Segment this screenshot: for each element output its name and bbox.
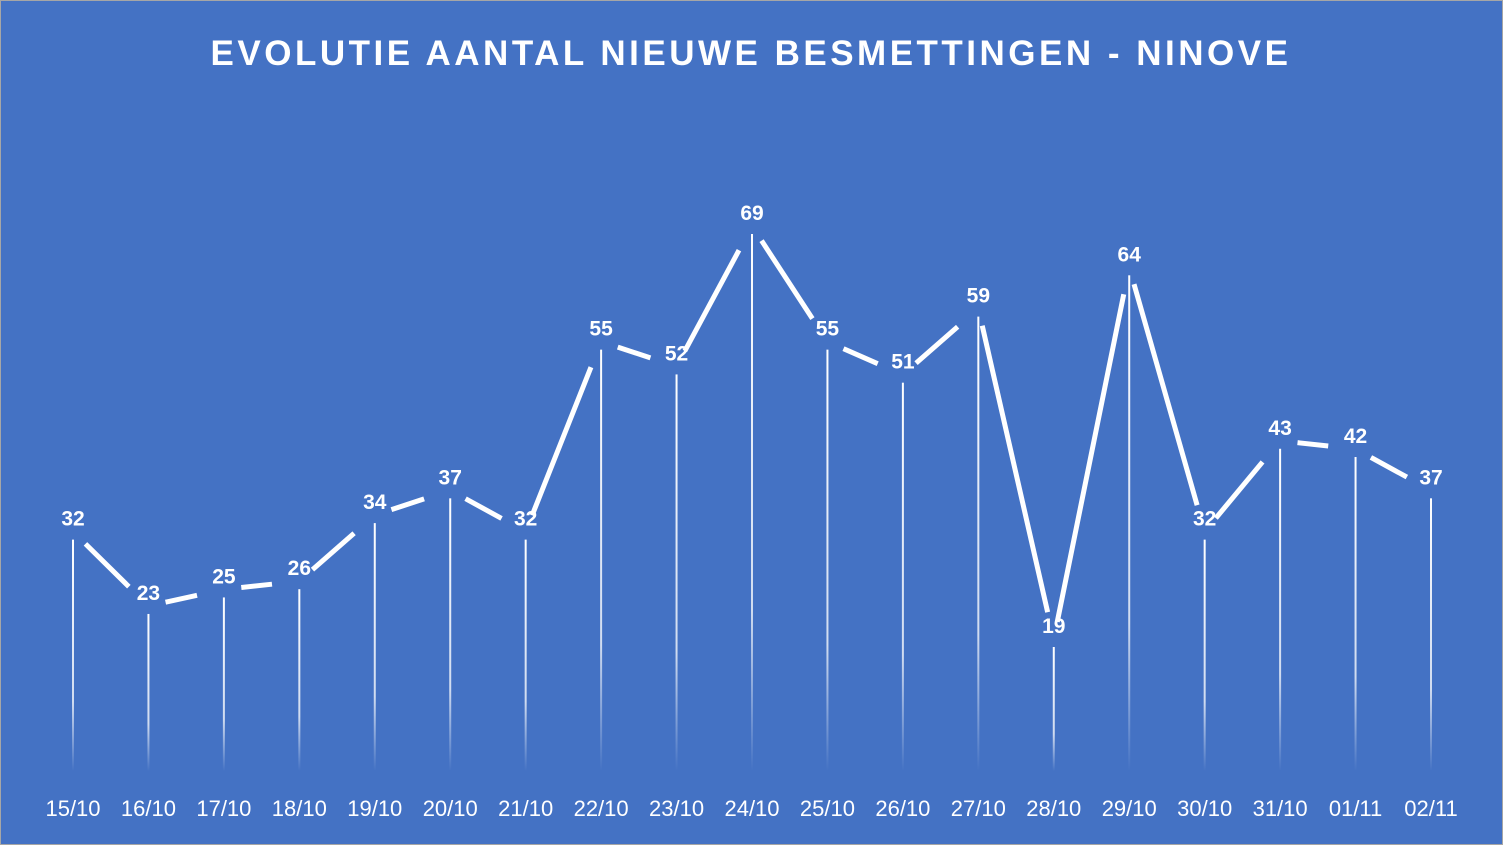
- drop-line-17/10: [222, 597, 225, 771]
- data-label-20/10: 37: [439, 466, 462, 489]
- data-label-25/10: 55: [816, 318, 840, 341]
- line-segment-16/10-17/10: [165, 592, 198, 605]
- x-tick-label-17/10: 17/10: [196, 796, 251, 821]
- data-labels: 32 23 25 26 34 37 32 55 52 69 55 51 59 19 64 32 43 42 37: [61, 202, 1442, 638]
- data-label-22/10: 55: [589, 318, 613, 341]
- x-tick-label-29/10: 29/10: [1102, 796, 1157, 821]
- drop-line-24/10: [751, 234, 753, 771]
- drop-line-27/10: [977, 316, 980, 771]
- drop-line-20/10: [449, 498, 452, 771]
- data-label-24/10: 69: [740, 202, 763, 225]
- data-label-27/10: 59: [967, 285, 990, 308]
- line-segment-25/10-26/10: [842, 346, 879, 366]
- data-label-01/11: 42: [1344, 425, 1367, 448]
- x-tick-label-20/10: 20/10: [423, 796, 478, 821]
- line-segment-27/10-28/10: [979, 325, 1051, 613]
- drop-line-16/10: [147, 613, 150, 771]
- line-segment-29/10-30/10: [1131, 283, 1200, 506]
- x-tick-label-26/10: 26/10: [875, 796, 930, 821]
- data-label-31/10: 43: [1268, 417, 1291, 440]
- x-axis-tick-labels: 15/10 16/10 17/10 18/10 19/10 20/10 21/10 22/10…: [45, 796, 1457, 821]
- line-segment-19/10-20/10: [390, 496, 425, 513]
- x-tick-label-15/10: 15/10: [45, 796, 100, 821]
- x-tick-label-21/10: 21/10: [498, 796, 553, 821]
- x-tick-label-01/11: 01/11: [1329, 796, 1382, 821]
- line-segment-26/10-27/10: [914, 324, 960, 366]
- line-segment-21/10-22/10: [529, 366, 594, 517]
- series-line: [83, 239, 1409, 623]
- data-label-18/10: 26: [288, 557, 311, 580]
- drop-line-25/10: [826, 349, 829, 771]
- drop-lines: [72, 234, 1432, 771]
- x-tick-label-25/10: 25/10: [800, 796, 855, 821]
- x-tick-label-28/10: 28/10: [1026, 796, 1081, 821]
- line-segment-17/10-18/10: [241, 581, 273, 591]
- data-label-15/10: 32: [61, 508, 84, 531]
- line-segment-31/10-01/11: [1297, 440, 1329, 449]
- data-label-16/10: 23: [137, 582, 160, 605]
- x-tick-label-27/10: 27/10: [951, 796, 1006, 821]
- line-segment-23/10-24/10: [682, 249, 742, 353]
- data-label-17/10: 25: [212, 565, 236, 588]
- data-label-19/10: 34: [363, 491, 387, 514]
- line-segment-22/10-23/10: [616, 344, 652, 361]
- x-tick-label-18/10: 18/10: [272, 796, 327, 821]
- data-label-29/10: 64: [1118, 243, 1142, 266]
- drop-line-29/10: [1128, 275, 1131, 771]
- x-tick-label-22/10: 22/10: [574, 796, 629, 821]
- drop-line-15/10: [72, 539, 74, 771]
- drop-line-22/10: [600, 349, 603, 771]
- line-segment-24/10-25/10: [759, 239, 815, 320]
- data-label-30/10: 32: [1193, 508, 1216, 531]
- drop-line-02/11: [1430, 498, 1432, 771]
- chart-title: EVOLUTIE AANTAL NIEUWE BESMETTINGEN - NI…: [211, 34, 1292, 73]
- line-segment-01/11-02/11: [1369, 455, 1409, 480]
- drop-line-31/10: [1279, 448, 1282, 771]
- x-tick-label-02/11: 02/11: [1404, 796, 1457, 821]
- drop-line-26/10: [901, 382, 904, 771]
- drop-line-23/10: [675, 374, 678, 771]
- line-segment-15/10-16/10: [83, 542, 131, 589]
- x-tick-label-31/10: 31/10: [1253, 796, 1308, 821]
- line-segment-18/10-19/10: [310, 531, 356, 572]
- data-label-26/10: 51: [891, 351, 915, 374]
- data-label-28/10: 19: [1042, 615, 1065, 638]
- line-segment-30/10-31/10: [1213, 460, 1265, 520]
- x-tick-label-24/10: 24/10: [724, 796, 779, 821]
- data-label-23/10: 52: [665, 342, 688, 365]
- x-tick-label-23/10: 23/10: [649, 796, 704, 821]
- drop-line-19/10: [373, 523, 376, 771]
- drop-line-28/10: [1052, 647, 1055, 771]
- drop-line-18/10: [298, 589, 301, 771]
- x-tick-label-30/10: 30/10: [1177, 796, 1232, 821]
- line-segment-28/10-29/10: [1054, 293, 1127, 623]
- line-segment-20/10-21/10: [464, 496, 503, 521]
- data-label-02/11: 37: [1419, 466, 1442, 489]
- data-label-21/10: 32: [514, 508, 537, 531]
- x-tick-label-16/10: 16/10: [121, 796, 176, 821]
- drop-line-01/11: [1354, 457, 1357, 771]
- drop-line-30/10: [1203, 539, 1206, 771]
- drop-line-21/10: [524, 539, 527, 771]
- x-tick-label-19/10: 19/10: [347, 796, 402, 821]
